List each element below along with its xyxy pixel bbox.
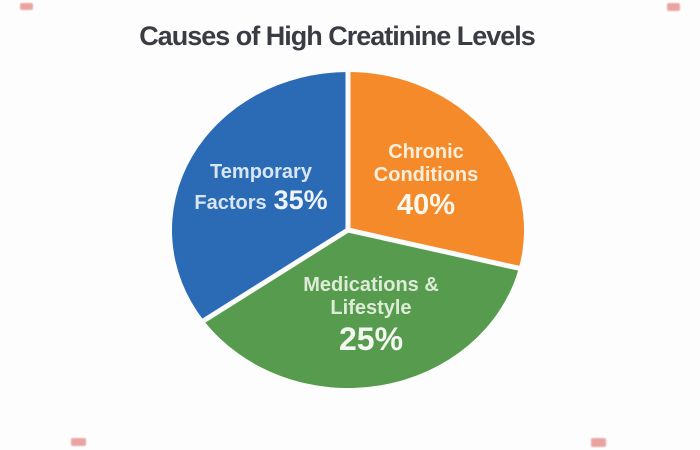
pie-slice-medications-lifestyle	[203, 230, 519, 389]
pie-slice-temporary-factors	[171, 71, 348, 321]
red-artifact-mark	[591, 438, 606, 447]
slice-percent: 35%	[273, 185, 328, 215]
label-medications-lifestyle: Medications & Lifestyle 25%	[303, 274, 439, 356]
chart-title: Causes of High Creatinine Levels	[139, 21, 536, 51]
red-artifact-mark	[667, 3, 680, 11]
slice-label-line: Temporary	[210, 161, 312, 183]
slice-percent: 40%	[396, 189, 456, 221]
slice-label-line: Medications &	[303, 274, 439, 296]
pie-slice-chronic-conditions	[348, 72, 525, 269]
red-artifact-mark	[20, 3, 33, 10]
label-chronic-conditions: Chronic Conditions 40%	[374, 141, 478, 220]
slice-label-line: Factors	[194, 192, 267, 214]
slice-label-line: Conditions	[373, 164, 479, 186]
label-temporary-factors: Temporary Factors 35%	[194, 161, 327, 215]
slice-separator-line	[201, 227, 351, 324]
slice-label-line: Lifestyle	[330, 297, 412, 319]
slice-percent: 25%	[338, 321, 404, 357]
red-artifact-mark	[71, 438, 86, 446]
slice-label-line: Chronic	[388, 141, 464, 163]
slice-separator-line	[345, 227, 522, 271]
